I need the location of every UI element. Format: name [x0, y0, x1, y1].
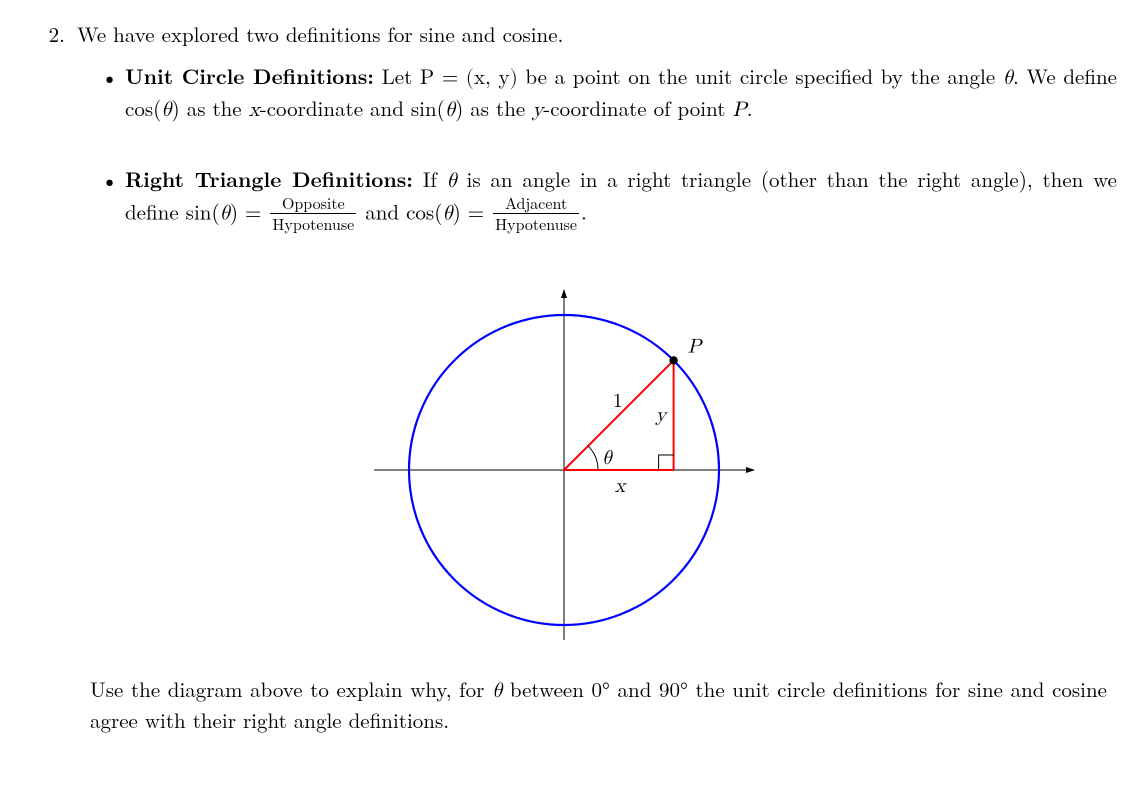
bullet1-y: y [532, 100, 543, 121]
frac-cos: AdjacentHypotenuse [493, 194, 579, 232]
bullet1-x: x [249, 100, 260, 121]
bullet1-P: P [732, 100, 746, 121]
bullet2-t4: and cos( [358, 197, 442, 227]
bullet2-title: Right Triangle Definitions: [125, 164, 413, 194]
bullet-unit-circle: Unit Circle Definitions: Let P = (x, y) … [125, 62, 1117, 125]
diagram-container: P 1 y xθ [10, 285, 1117, 645]
frac-sin-den: Hypotenuse [270, 214, 356, 233]
bullet1-t4: ) as the [172, 93, 249, 123]
bullet1-t2: be a point on the unit circle specified … [518, 61, 1003, 91]
bullet1-theta2: θ [161, 100, 171, 121]
frac-sin: OppositeHypotenuse [270, 194, 356, 232]
question-row: 2. We have explored two definitions for … [10, 20, 1117, 275]
bullet2-t6: . [581, 197, 587, 227]
bullet1-title: Unit Circle Definitions: [125, 61, 374, 91]
svg-text:1: 1 [612, 391, 622, 411]
bullet1-theta3: θ [445, 100, 455, 121]
closing-paragraph: Use the diagram above to explain why, fo… [10, 675, 1117, 735]
closing-theta: θ [492, 681, 502, 702]
question-body: We have explored two definitions for sin… [77, 20, 1117, 275]
bullet1-Peq-txt: P = (x, y) [420, 68, 518, 89]
bullet-right-triangle: Right Triangle Definitions: If θ is an a… [125, 165, 1117, 235]
intro-text: We have explored two definitions for sin… [77, 19, 563, 49]
bullet2-t1: If [413, 164, 447, 194]
svg-text:y: y [654, 405, 668, 426]
bullet1-t7: -coordinate of point [543, 93, 732, 123]
bullet-list: Unit Circle Definitions: Let P = (x, y) … [77, 62, 1117, 234]
svg-text:θ: θ [602, 448, 613, 468]
bullet2-theta1: θ [447, 171, 457, 192]
bullet2-t5: ) = [453, 197, 492, 227]
question-number: 2. [10, 20, 77, 48]
svg-text:P: P [687, 336, 703, 356]
bullet1-t5: -coordinate and sin( [260, 93, 445, 123]
bullet1-theta1: θ [1003, 68, 1013, 89]
page: 2. We have explored two definitions for … [0, 0, 1147, 785]
bullet1-Peq: P = (x, y) [420, 68, 518, 89]
bullet1-t6: ) as the [455, 93, 532, 123]
bullet1-t1: Let [374, 61, 420, 91]
closing-t1: Use the diagram above to explain why, fo… [90, 674, 492, 704]
bullet2-theta3: θ [442, 204, 452, 225]
bullet1-t8: . [747, 93, 753, 123]
unit-circle-diagram: P 1 y xθ [364, 285, 764, 645]
bullet2-t3: ) = [230, 197, 269, 227]
svg-text:x: x [614, 476, 627, 496]
bullet2-theta2: θ [220, 204, 230, 225]
frac-cos-den: Hypotenuse [493, 214, 579, 233]
